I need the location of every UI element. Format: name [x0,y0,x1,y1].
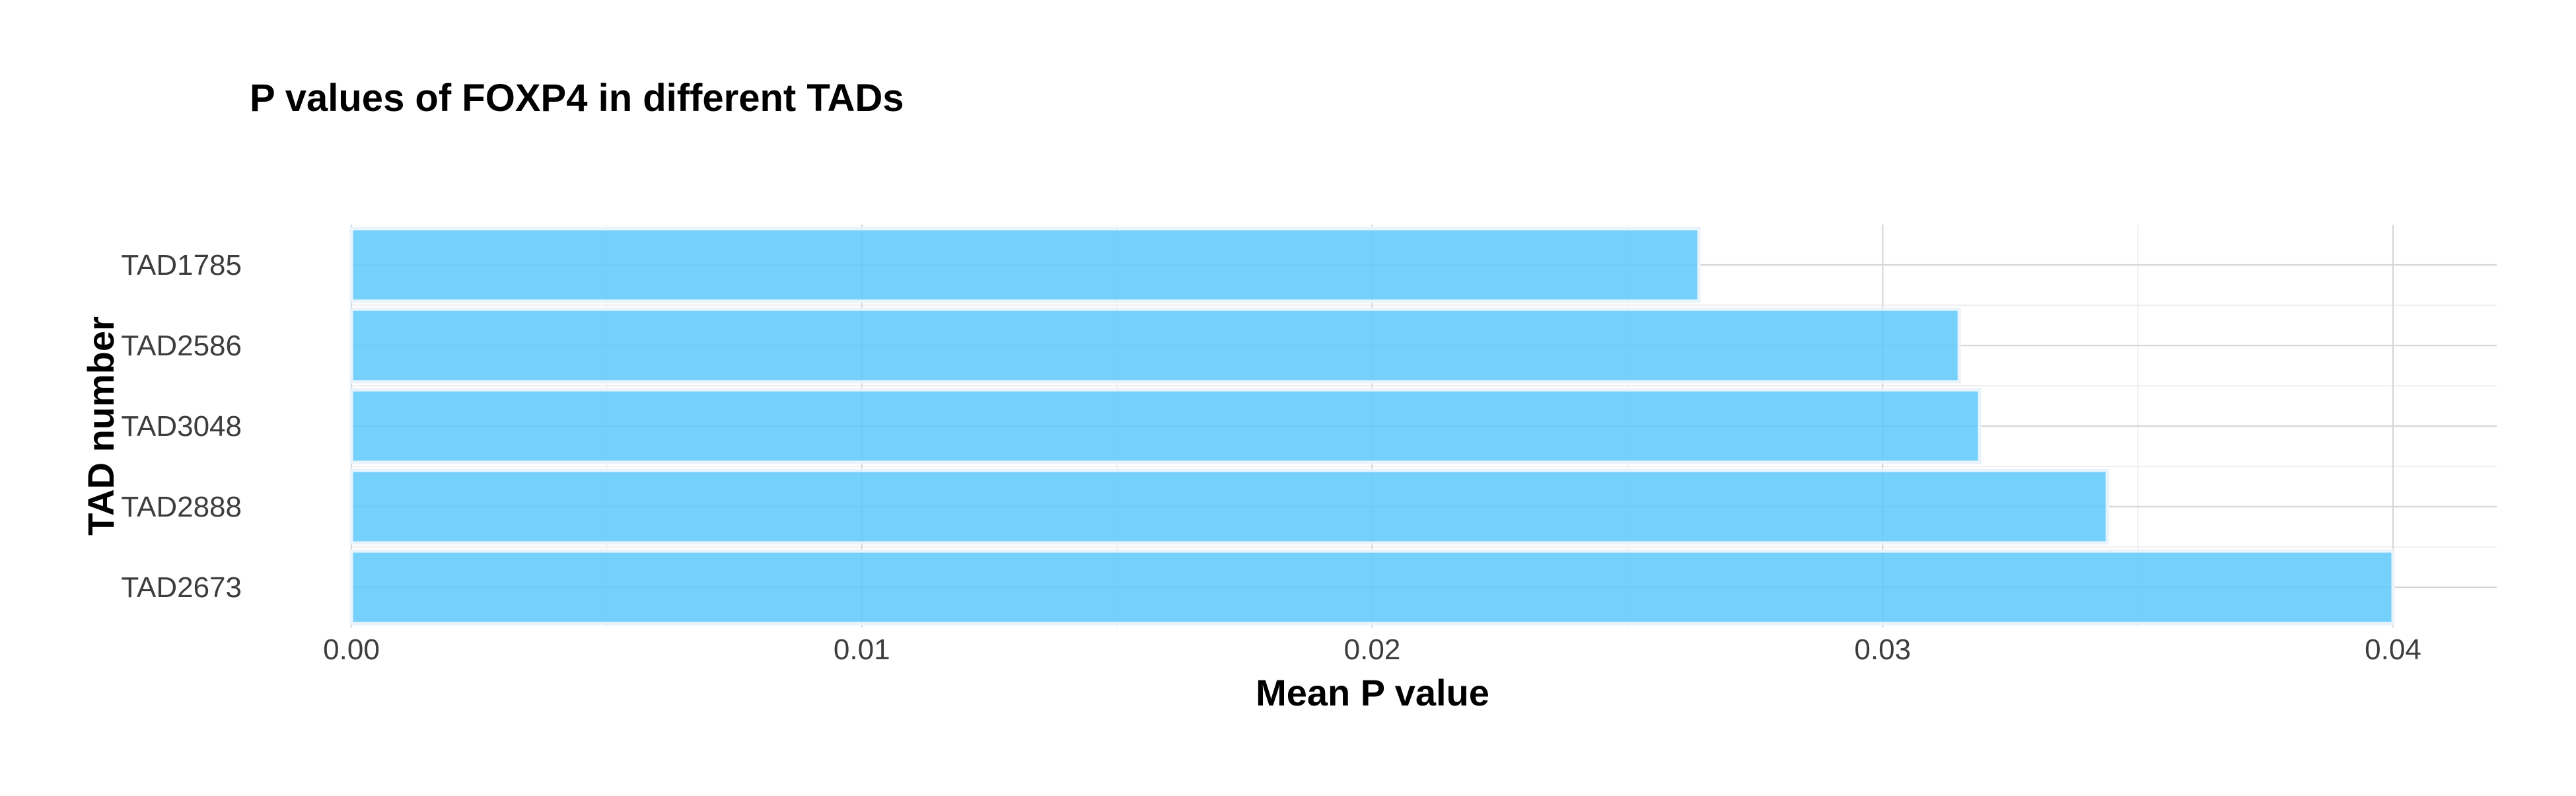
bar-tad2586 [349,307,1961,384]
chart-title: P values of FOXP4 in different TADs [250,77,904,120]
bar-tad1785 [349,227,1701,303]
y-axis-title: TAD number [80,316,122,536]
x-tick-label: 0.01 [834,633,890,666]
y-tick-label: TAD2673 [121,571,242,604]
y-tick-labels: TAD1785 TAD2586 TAD3048 TAD2888 TAD2673 [121,249,242,604]
x-tick-label: 0.00 [323,633,380,666]
x-tick-label: 0.04 [2365,633,2421,666]
y-tick-label: TAD2888 [121,491,242,523]
bars [349,227,2395,626]
bar-tad2673 [349,549,2395,626]
bar-tad3048 [349,388,1982,464]
y-tick-label: TAD2586 [121,330,242,362]
y-tick-label: TAD1785 [121,249,242,281]
x-axis-title: Mean P value [1256,672,1489,713]
x-tick-label: 0.03 [1854,633,1911,666]
bar-tad2888 [349,468,2109,545]
x-tick-label: 0.02 [1344,633,1401,666]
x-tick-labels: 0.00 0.01 0.02 0.03 0.04 [323,633,2421,666]
y-tick-label: TAD3048 [121,410,242,443]
